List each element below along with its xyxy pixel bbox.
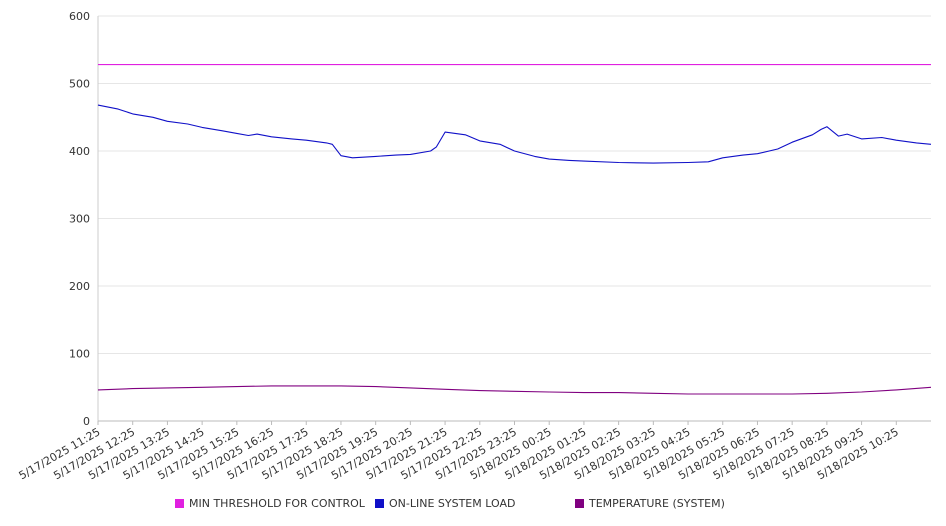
series-line-on-line-system-load [97,104,932,164]
legend-label: TEMPERATURE (SYSTEM) [589,497,725,510]
series-line-temperature-system [97,385,932,395]
legend-item[interactable]: MIN THRESHOLD FOR CONTROL [175,497,365,510]
y-tick-label: 100 [69,348,90,361]
y-tick-label: 400 [69,145,90,158]
y-tick-label: 300 [69,213,90,226]
series-lines [97,64,932,395]
y-tick-label: 0 [83,415,90,428]
y-axis-ticks: 0 100 200 300 400 500 600 [69,10,90,428]
y-tick-label: 500 [69,78,90,91]
legend-swatch [575,499,584,508]
legend-label: MIN THRESHOLD FOR CONTROL [189,497,365,510]
legend-item[interactable]: ON-LINE SYSTEM LOAD [375,497,515,510]
legend-item[interactable]: TEMPERATURE (SYSTEM) [575,497,725,510]
legend-label: ON-LINE SYSTEM LOAD [389,497,516,510]
legend-swatch [175,499,184,508]
y-tick-label: 600 [69,10,90,23]
x-axis-ticks: 5/17/2025 11:255/17/2025 12:255/17/2025 … [17,421,901,482]
gridlines [98,15,931,354]
y-tick-label: 200 [69,280,90,293]
legend: MIN THRESHOLD FOR CONTROL ON-LINE SYSTEM … [0,497,946,515]
legend-swatch [375,499,384,508]
